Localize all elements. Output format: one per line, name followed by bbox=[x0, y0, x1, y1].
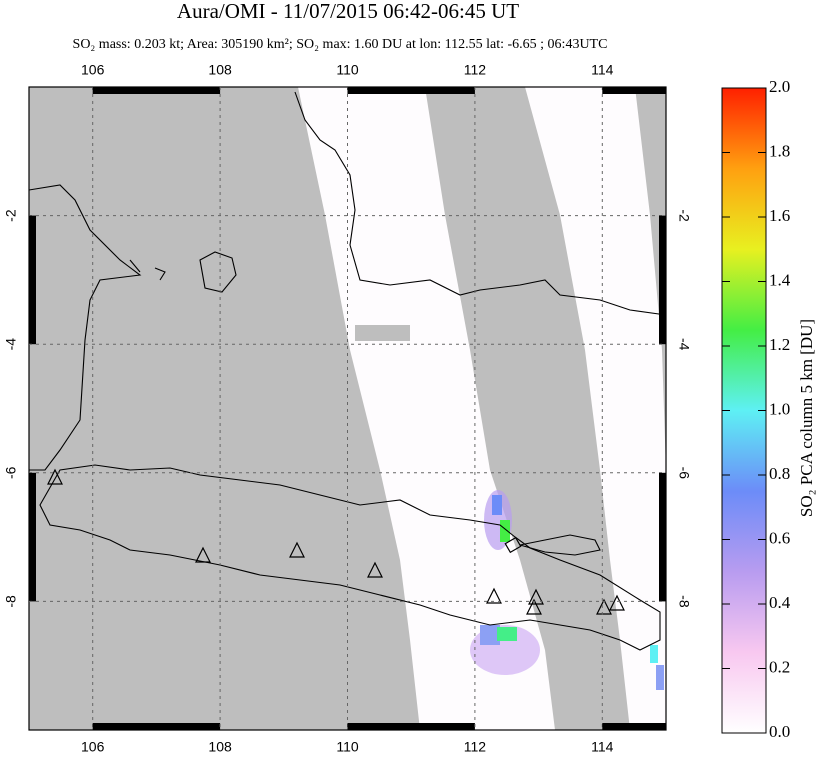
x-tick-label: 112 bbox=[464, 739, 487, 755]
colorbar-tick-label: 0.4 bbox=[769, 593, 791, 612]
colorbar-label: SO₂ PCA column 5 km [DU] bbox=[797, 319, 816, 517]
frame-bar bbox=[659, 215, 666, 345]
so2-plume bbox=[470, 490, 664, 690]
colorbar-tick-label: 0.2 bbox=[769, 657, 790, 676]
x-tick-label: 114 bbox=[591, 62, 614, 78]
frame-bar bbox=[29, 215, 36, 345]
swath bbox=[525, 87, 666, 730]
x-tick-label: 106 bbox=[81, 739, 105, 755]
colorbar-tick-label: 1.8 bbox=[769, 141, 790, 160]
x-tick-label: 112 bbox=[464, 62, 487, 78]
frame-bar bbox=[347, 723, 475, 730]
colorbar-tick-label: 0.6 bbox=[769, 528, 790, 547]
colorbar-tick-label: 1.6 bbox=[769, 206, 790, 225]
frame-bar bbox=[602, 87, 666, 94]
colorbar-tick-label: 2.0 bbox=[769, 77, 790, 96]
y-tick-label: -2 bbox=[3, 209, 19, 222]
y-tick-label: -4 bbox=[3, 338, 19, 351]
frame-bar bbox=[92, 87, 221, 94]
no-data-patch bbox=[355, 325, 410, 341]
x-tick-label: 110 bbox=[336, 739, 359, 755]
colorbar-tick-label: 0.0 bbox=[769, 722, 790, 741]
y-tick-label: -6 bbox=[3, 466, 19, 479]
swath bbox=[298, 87, 555, 730]
frame-bar bbox=[347, 87, 475, 94]
frame-bar bbox=[92, 723, 221, 730]
coastlines bbox=[29, 91, 666, 651]
title: Aura/OMI - 11/07/2015 06:42-06:45 UT bbox=[177, 0, 519, 23]
x-tick-label: 110 bbox=[336, 62, 359, 78]
y-tick-label: -4 bbox=[676, 338, 692, 351]
frame-bar bbox=[602, 723, 666, 730]
y-tick-label: -2 bbox=[676, 209, 692, 222]
subtitle: SO₂ mass: 0.203 kt; Area: 305190 km²; SO… bbox=[73, 37, 608, 52]
frame-bar bbox=[29, 472, 36, 602]
x-tick-label: 108 bbox=[208, 62, 232, 78]
volcanoes bbox=[47, 468, 625, 615]
x-tick-label: 108 bbox=[208, 739, 232, 755]
colorbar-tick-label: 1.0 bbox=[769, 399, 790, 418]
x-tick-label: 114 bbox=[591, 739, 614, 755]
colorbar-tick-label: 1.4 bbox=[769, 270, 791, 289]
colorbar-tick-label: 0.8 bbox=[769, 464, 790, 483]
x-tick-label: 106 bbox=[81, 62, 105, 78]
y-tick-label: -8 bbox=[676, 595, 692, 608]
y-tick-label: -6 bbox=[676, 467, 692, 480]
colorbar-tick-label: 1.2 bbox=[769, 335, 790, 354]
y-tick-label: -8 bbox=[3, 595, 19, 608]
frame-bar bbox=[659, 472, 666, 602]
